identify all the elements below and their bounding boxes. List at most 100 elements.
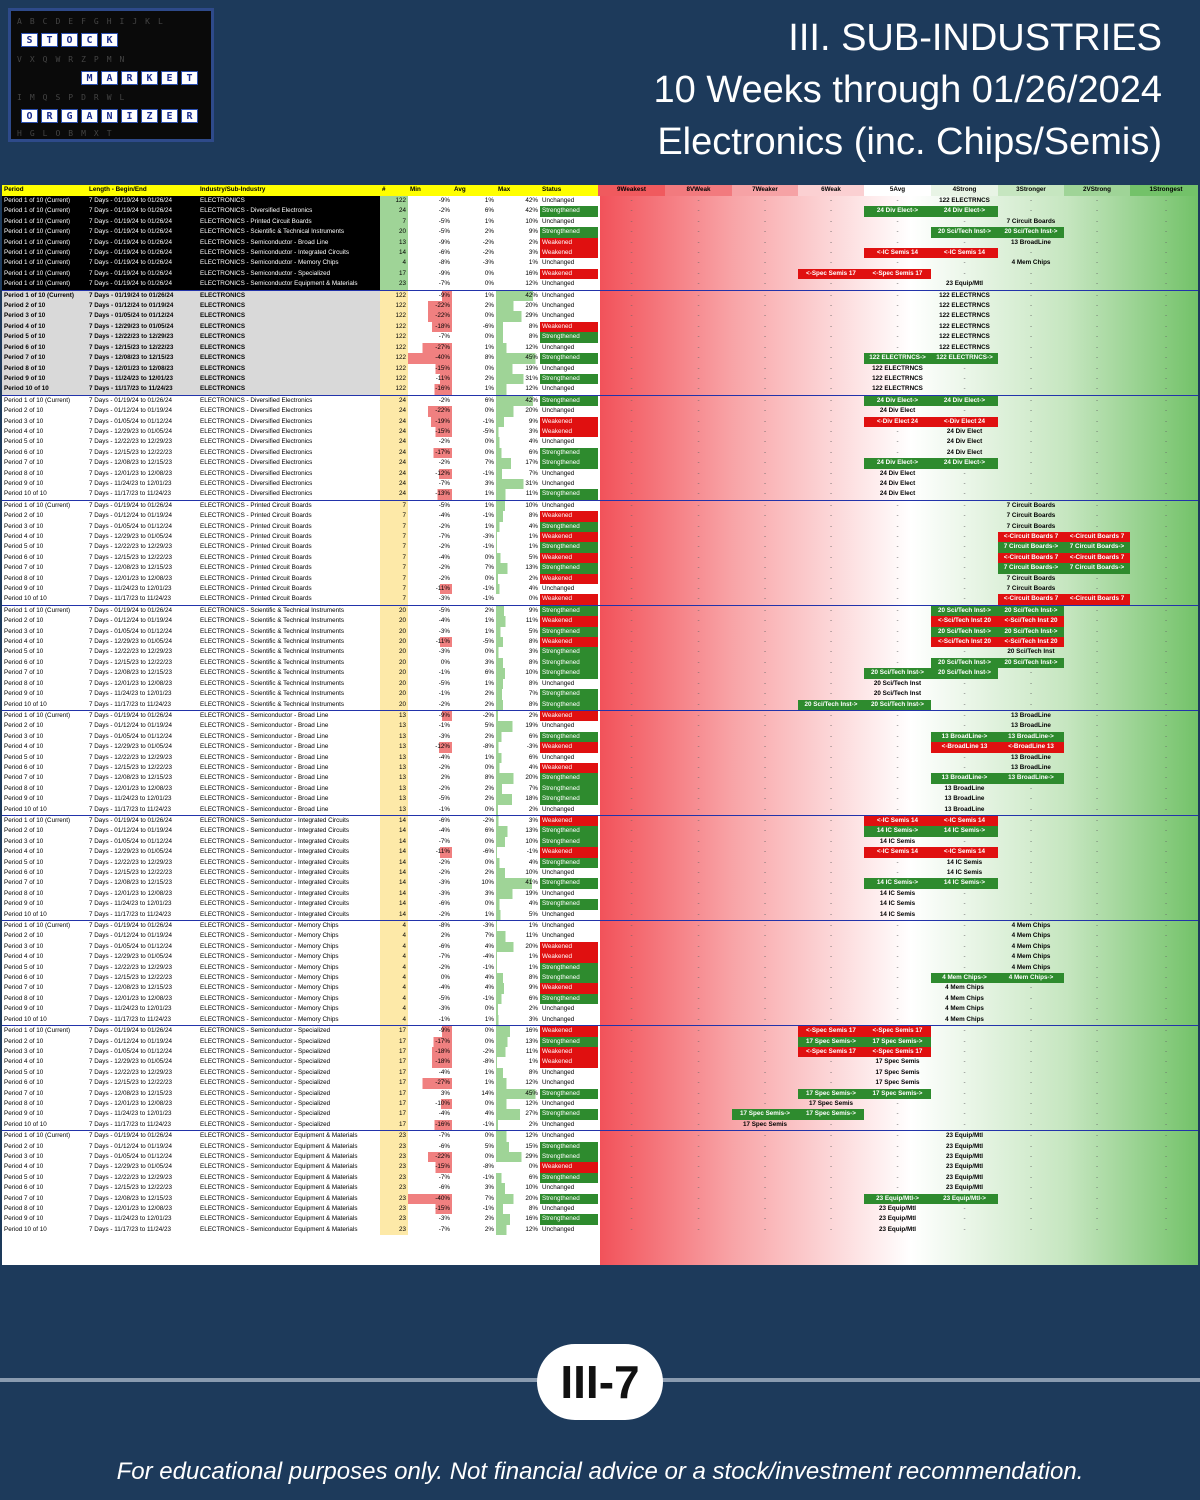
zone-cell-6: - <box>829 1215 833 1223</box>
count-cell: 20 <box>380 689 408 700</box>
zone-cell-4: 23 Equip/Mtl <box>945 1132 984 1140</box>
logo-letter: I <box>121 109 138 123</box>
status-cell: Strengthened <box>540 1193 598 1204</box>
length-cell: 7 Days - 12/15/23 to 12/22/23 <box>89 974 172 982</box>
zone-cell-2: - <box>1095 197 1099 204</box>
zone-cell-5: - <box>896 228 899 236</box>
zone-cell-9: - <box>630 669 633 677</box>
zone-cell-3: <-Circuit Boards 7 <box>998 532 1064 543</box>
zone-cell-8: - <box>697 1163 700 1171</box>
length-cell: 7 Days - 01/19/24 to 01/26/24 <box>87 279 198 291</box>
zone-cell-9: - <box>630 564 633 572</box>
zone-cell-9: - <box>630 953 633 961</box>
zone-cell-4: - <box>963 522 966 530</box>
zone-cell-6: 17 Spec Semis-> <box>798 1036 864 1047</box>
avg-cell: -1% <box>482 469 494 477</box>
zone-cell-4: - <box>963 648 966 656</box>
min-cell: -6% <box>438 1184 450 1192</box>
zone-cell-6: - <box>829 900 833 908</box>
zone-cell-5: 122 ELECTRNCS <box>872 374 923 382</box>
zone-cell-4: 23 Equip/Mtl-> <box>931 1193 998 1204</box>
zone-cell-7: - <box>763 763 767 771</box>
column-header[interactable]: # <box>380 185 408 196</box>
industry-cell: ELECTRONICS - Printed Circuit Boards <box>200 522 312 530</box>
zone-cell-9: - <box>630 1163 633 1171</box>
column-header[interactable]: Min <box>408 185 452 196</box>
zone-cell-9: - <box>630 228 633 236</box>
column-header[interactable]: 3Stronger <box>998 185 1064 196</box>
zone-cell-3: - <box>1029 984 1033 992</box>
column-header[interactable]: Period <box>2 185 87 196</box>
industry-cell: ELECTRONICS - Scientific & Technical Ins… <box>200 606 345 614</box>
column-header[interactable]: 2VStrong <box>1064 185 1130 196</box>
zone-cell-5: 24 Div Elect <box>879 469 916 477</box>
zone-cell-5: - <box>896 963 899 971</box>
avg-cell: -2% <box>482 711 494 719</box>
zone-cell-3: - <box>1029 333 1033 341</box>
column-header[interactable]: 4Strong <box>931 185 998 196</box>
column-header[interactable]: 9Weakest <box>598 185 665 196</box>
zone-cell-6: - <box>829 259 833 267</box>
column-header[interactable]: 5Avg <box>864 185 931 196</box>
column-header[interactable]: Length - Begin/End <box>87 185 198 196</box>
count-cell: 7 <box>380 563 408 574</box>
period-cell: Period 2 of 10 <box>4 1142 44 1150</box>
zone-cell-4: - <box>963 238 966 246</box>
zone-cell-9: - <box>630 869 633 876</box>
zone-cell-5: <-Spec Semis 17 <box>864 1025 931 1037</box>
zone-cell-8: - <box>697 1079 700 1087</box>
table-row: Period 10 of 10 7 Days - 11/17/23 to 11/2… <box>2 909 1198 921</box>
zone-cell-6: - <box>829 942 833 950</box>
zone-cell-6: - <box>829 302 833 310</box>
length-cell: 7 Days - 12/08/23 to 12/15/23 <box>89 459 172 467</box>
column-header[interactable]: Max <box>496 185 540 196</box>
count-cell: 23 <box>380 1130 408 1142</box>
min-cell: -11% <box>408 847 452 858</box>
column-header[interactable]: 6Weak <box>798 185 864 196</box>
zone-cell-3: <-Sci/Tech Inst 20 <box>998 616 1064 627</box>
period-cell: Period 5 of 10 <box>4 753 44 761</box>
min-cell: -3% <box>438 732 450 740</box>
zone-cell-2: - <box>1095 259 1099 267</box>
max-cell: 6% <box>496 993 540 1005</box>
zone-cell-5: - <box>896 291 899 299</box>
zone-cell-4: 23 Equip/Mtl <box>945 280 984 288</box>
zone-cell-7: - <box>763 732 767 740</box>
period-cell: Period 6 of 10 <box>4 869 44 876</box>
avg-cell: -6% <box>482 322 494 330</box>
min-cell: -3% <box>438 595 450 603</box>
status-cell: Weakened <box>540 573 598 585</box>
column-header[interactable]: Industry/Sub-Industry <box>198 185 380 196</box>
count-cell: 17 <box>380 1046 408 1058</box>
period-cell: Period 10 of 10 <box>4 595 47 603</box>
zone-cell-2: - <box>1095 385 1099 393</box>
zone-cell-1: - <box>1164 1184 1168 1192</box>
logo-letter: E <box>161 109 178 123</box>
column-header[interactable]: 7Weaker <box>732 185 798 196</box>
avg-cell: 1% <box>484 217 494 225</box>
zone-cell-4: <-BroadLine 13 <box>931 742 998 753</box>
min-cell: -18% <box>408 1046 452 1058</box>
max-cell: 2% <box>496 804 540 816</box>
max-cell: 8% <box>496 973 540 984</box>
table-row: Period 8 of 10 7 Days - 12/01/23 to 12/08… <box>2 993 1198 1005</box>
column-header[interactable]: 1Strongest <box>1130 185 1198 196</box>
zone-cell-4: - <box>963 837 966 845</box>
column-header[interactable]: Status <box>540 185 598 196</box>
zone-cell-7: - <box>763 407 767 415</box>
zone-cell-3: 7 Circuit Boards <box>1006 217 1056 225</box>
table-row: Period 10 of 10 7 Days - 11/17/23 to 11/2… <box>2 804 1198 816</box>
zone-cell-7: - <box>763 364 767 372</box>
column-header[interactable]: 8VWeak <box>665 185 732 196</box>
zone-cell-6: - <box>829 963 833 971</box>
zone-cell-6: - <box>829 238 833 246</box>
column-header[interactable]: Avg <box>452 185 496 196</box>
zone-cell-2: - <box>1095 963 1099 971</box>
length-cell: 7 Days - 12/29/23 to 01/05/24 <box>87 321 198 333</box>
avg-cell: 1% <box>484 490 494 498</box>
period-cell: Period 8 of 10 <box>4 784 44 792</box>
table-row: Period 9 of 10 7 Days - 11/24/23 to 12/01… <box>2 1214 1198 1225</box>
length-cell: 7 Days - 12/15/23 to 12/22/23 <box>89 448 172 456</box>
count-cell: 24 <box>380 395 408 407</box>
period-cell: Period 4 of 10 <box>4 1058 44 1066</box>
